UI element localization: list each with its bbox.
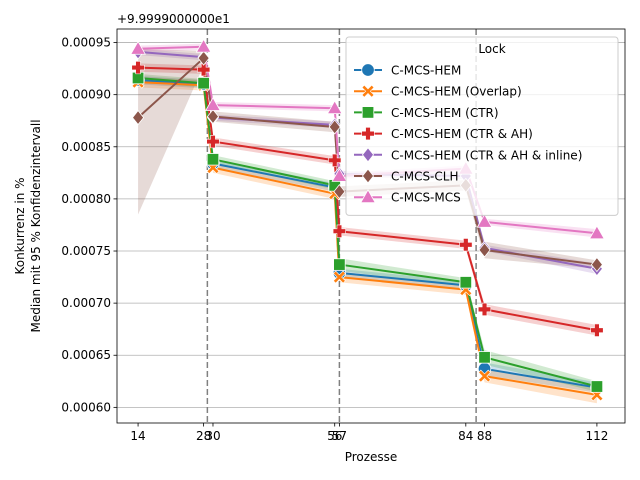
x-tick-label: 30 — [205, 429, 220, 443]
y-tick-label: 0.00080 — [61, 192, 111, 206]
data-point — [361, 147, 375, 163]
data-point — [328, 119, 341, 135]
y-axis-label-line-1: Konkurrenz in % — [13, 177, 27, 274]
legend-title: Lock — [478, 42, 505, 56]
y-tick-label: 0.00070 — [61, 296, 111, 310]
legend-label: C-MCS-HEM (CTR) — [391, 106, 499, 120]
data-point — [588, 225, 605, 240]
legend-item: C-MCS-MCS — [354, 189, 461, 205]
legend-item: C-MCS-HEM (CTR & AH) — [354, 127, 533, 141]
legend-label: C-MCS-HEM (CTR & AH & inline) — [391, 148, 582, 162]
data-point — [197, 77, 210, 90]
y-tick-label: 0.00065 — [61, 348, 111, 362]
data-point — [361, 106, 375, 119]
x-tick-label: 28 — [196, 429, 211, 443]
data-point — [195, 38, 212, 53]
legend-label: C-MCS-CLH — [391, 170, 458, 184]
y-tick-label: 0.00085 — [61, 140, 111, 154]
data-point — [326, 100, 343, 115]
y-tick-label: 0.00095 — [61, 36, 111, 50]
y-tick-label: 0.00090 — [61, 88, 111, 102]
x-axis-label: Prozesse — [345, 450, 398, 464]
y-tick-label: 0.00075 — [61, 244, 111, 258]
data-point — [361, 168, 375, 184]
data-point — [205, 97, 221, 111]
x-tick-label: 84 — [458, 429, 473, 443]
data-point — [130, 40, 147, 55]
data-point — [361, 63, 375, 77]
confidence-bands — [138, 43, 597, 404]
legend-label: C-MCS-HEM (Overlap) — [391, 85, 522, 99]
data-point — [206, 153, 220, 166]
x-tick-label: 112 — [585, 429, 608, 443]
data-point — [360, 189, 376, 204]
data-point — [131, 60, 145, 75]
y-axis-label-line-2: Median mit 95 % Konfidenzintervall — [29, 119, 43, 332]
data-point — [477, 302, 492, 316]
data-point — [197, 50, 210, 66]
data-point — [361, 84, 375, 98]
x-tick-label: 56 — [327, 429, 342, 443]
y-tick-label: 0.00060 — [61, 400, 111, 414]
data-point — [197, 63, 211, 77]
data-point — [459, 276, 473, 289]
legend-item: C-MCS-HEM (Overlap) — [354, 85, 522, 99]
data-point — [206, 134, 220, 149]
x-tick-label: 57 — [332, 429, 347, 443]
legend-label: C-MCS-MCS — [391, 191, 461, 205]
legend-label: C-MCS-HEM — [391, 64, 461, 78]
legend-item: C-MCS-HEM — [354, 63, 461, 78]
data-point — [478, 242, 491, 258]
data-point — [361, 127, 375, 141]
legend-item: C-MCS-HEM (CTR & AH & inline) — [354, 147, 582, 163]
legend-item: C-MCS-HEM (CTR) — [354, 106, 499, 120]
data-point — [333, 184, 346, 200]
data-point — [333, 258, 346, 271]
legend-items: C-MCS-HEM C-MCS-HEM (Overlap) C-MCS-HEM (C… — [354, 63, 582, 205]
data-point — [590, 256, 603, 273]
data-point — [478, 351, 491, 364]
x-tick-label: 88 — [477, 429, 492, 443]
data-point — [459, 238, 473, 252]
y-offset-text: +9.9999000000e1 — [117, 12, 230, 26]
legend-label: C-MCS-HEM (CTR & AH) — [391, 127, 533, 141]
data-point — [332, 224, 346, 238]
data-point — [476, 213, 493, 228]
data-point — [331, 167, 348, 182]
legend-item: C-MCS-CLH — [354, 168, 458, 184]
data-point — [590, 323, 604, 337]
data-point — [332, 270, 346, 284]
plot-frame — [116, 28, 626, 424]
data-point — [206, 108, 220, 125]
data-point — [132, 110, 145, 126]
legend-box — [345, 36, 619, 216]
data-point — [478, 369, 491, 383]
data-point — [328, 153, 342, 167]
data-point — [590, 380, 604, 393]
x-tick-label: 14 — [130, 429, 145, 443]
confidence-band — [138, 48, 597, 269]
y-axis-ticks: 0.00060 0.00065 0.00070 0.00075 0.00080 0.000… — [61, 36, 117, 414]
